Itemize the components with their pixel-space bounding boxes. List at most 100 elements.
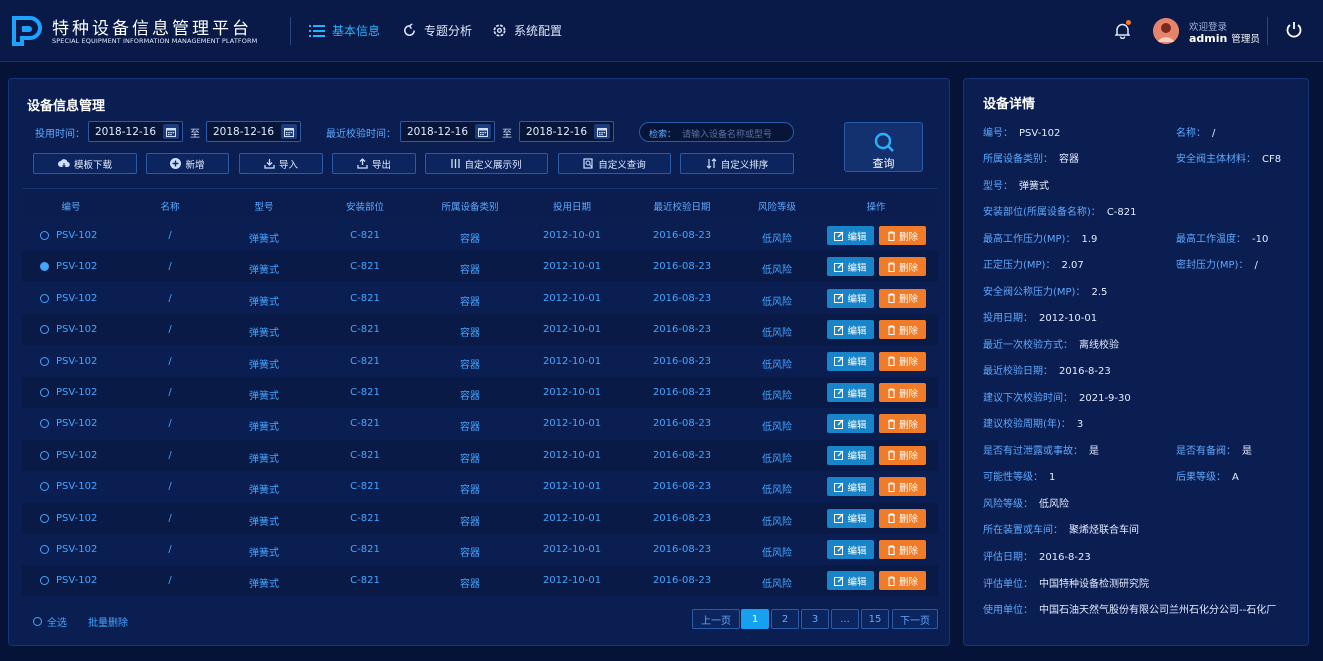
query-button[interactable]: 查询 xyxy=(844,122,923,172)
row-radio[interactable] xyxy=(40,231,49,240)
list-icon xyxy=(309,24,325,37)
export-button[interactable]: 导出 xyxy=(332,153,416,174)
row-radio[interactable] xyxy=(40,450,49,460)
cell-location: C-821 xyxy=(350,261,380,273)
table-row[interactable]: PSV-102 / 弹簧式 C-821 容器 2012-10-01 2016-08-23 低风… xyxy=(22,439,938,471)
check-time-from-field[interactable]: 2018-12-16 xyxy=(400,121,495,142)
delete-button[interactable]: 删除 xyxy=(879,445,926,465)
platform-title: 特种设备信息管理平台 xyxy=(52,19,252,39)
delete-button[interactable]: 删除 xyxy=(879,540,926,559)
batch-delete-link[interactable]: 批量删除 xyxy=(88,618,128,629)
edit-button[interactable]: 编辑 xyxy=(827,351,874,371)
next-page-button[interactable]: 下一页 xyxy=(892,609,938,629)
row-radio[interactable] xyxy=(40,325,49,335)
column-header: 安装部位 xyxy=(345,202,385,213)
prev-page-button[interactable]: 上一页 xyxy=(692,609,740,629)
table-row[interactable]: PSV-102 / 弹簧式 C-821 容器 2012-10-01 2016-08-23 低风… xyxy=(22,565,938,597)
table-row[interactable]: PSV-102 / 弹簧式 C-821 容器 2012-10-01 2016-08-23 低风… xyxy=(22,408,938,439)
delete-button[interactable]: 删除 xyxy=(879,508,926,528)
trash-icon xyxy=(887,576,895,586)
custom-query-button[interactable]: 自定义查询 xyxy=(558,153,671,174)
select-all[interactable]: 全选 xyxy=(33,614,67,629)
row-radio[interactable] xyxy=(40,388,49,397)
table-row[interactable]: PSV-102 / 弹簧式 C-821 容器 2012-10-01 2016-08-23 低风… xyxy=(22,314,938,346)
edit-button[interactable]: 编辑 xyxy=(827,508,874,528)
logout-button[interactable] xyxy=(1285,21,1303,43)
cell-risk: 低风险 xyxy=(762,234,792,245)
row-radio[interactable] xyxy=(40,545,49,554)
add-button[interactable]: 新增 xyxy=(146,153,229,174)
row-radio[interactable] xyxy=(40,262,49,272)
table-row[interactable]: PSV-102 / 弹簧式 C-821 容器 2012-10-01 2016-08-23 低风… xyxy=(22,534,938,565)
template-download-button[interactable]: 模板下载 xyxy=(33,153,137,174)
row-radio[interactable] xyxy=(40,419,49,429)
table-row[interactable]: PSV-102 / 弹簧式 C-821 容器 2012-10-01 2016-08-23 低风… xyxy=(22,377,938,408)
table-row[interactable]: PSV-102 / 弹簧式 C-821 容器 2012-10-01 2016-08-23 低风… xyxy=(22,346,938,377)
import-button[interactable]: 导入 xyxy=(239,153,323,174)
calendar-icon[interactable] xyxy=(281,124,297,139)
detail-backup: 是否有备阀： 是 xyxy=(1176,442,1252,457)
edit-label: 编辑 xyxy=(847,357,867,369)
avatar[interactable] xyxy=(1153,18,1179,44)
detail-label: 安全阀主体材料： xyxy=(1176,154,1256,165)
edit-button[interactable]: 编辑 xyxy=(827,383,874,402)
edit-button[interactable]: 编辑 xyxy=(827,571,874,591)
delete-button[interactable]: 删除 xyxy=(879,414,926,434)
detail-label: 最近校验日期： xyxy=(983,366,1053,377)
custom-sort-button[interactable]: 自定义排序 xyxy=(680,153,794,174)
delete-button[interactable]: 删除 xyxy=(879,257,926,277)
notification-button[interactable] xyxy=(1114,20,1131,43)
cell-code: PSV-102 xyxy=(56,575,98,587)
row-radio[interactable] xyxy=(40,513,49,523)
page-button[interactable]: 3 xyxy=(801,609,829,629)
edit-button[interactable]: 编辑 xyxy=(827,226,874,245)
nav-topic-analysis[interactable]: 专题分析 xyxy=(402,22,472,39)
delete-button[interactable]: 删除 xyxy=(879,226,926,245)
table-row[interactable]: PSV-102 / 弹簧式 C-821 容器 2012-10-01 2016-08-23 低风… xyxy=(22,220,938,251)
page-button[interactable]: 15 xyxy=(861,609,889,629)
edit-button[interactable]: 编辑 xyxy=(827,477,874,497)
detail-risk: 风险等级： 低风险 xyxy=(983,495,1069,510)
use-time-to-field[interactable]: 2018-12-16 xyxy=(206,121,301,142)
cell-location: C-821 xyxy=(350,575,380,587)
edit-button[interactable]: 编辑 xyxy=(827,320,874,340)
delete-label: 删除 xyxy=(898,388,918,400)
trash-icon xyxy=(887,387,895,398)
edit-button[interactable]: 编辑 xyxy=(827,257,874,277)
row-radio[interactable] xyxy=(40,576,49,586)
calendar-icon[interactable] xyxy=(163,124,179,139)
calendar-icon[interactable] xyxy=(594,124,610,139)
delete-button[interactable]: 删除 xyxy=(879,571,926,591)
page-button[interactable]: 1 xyxy=(741,609,769,629)
detail-eval-unit: 评估单位： 中国特种设备检测研究院 xyxy=(983,575,1149,590)
detail-label: 名称： xyxy=(1176,128,1206,139)
edit-button[interactable]: 编辑 xyxy=(827,288,874,308)
nav-system-config[interactable]: 系统配置 xyxy=(492,22,562,39)
use-time-from-field[interactable]: 2018-12-16 xyxy=(88,121,183,142)
delete-button[interactable]: 删除 xyxy=(879,383,926,402)
radio-icon[interactable] xyxy=(33,617,42,626)
platform-subtitle: SPECIAL EQUIPMENT INFORMATION MANAGEMENT… xyxy=(52,37,258,45)
nav-basic-info[interactable]: 基本信息 xyxy=(309,22,380,39)
detail-label: 是否有过泄露或事故： xyxy=(983,446,1083,457)
row-radio[interactable] xyxy=(40,482,49,492)
table-row[interactable]: PSV-102 / 弹簧式 C-821 容器 2012-10-01 2016-08-23 低风… xyxy=(22,471,938,502)
edit-button[interactable]: 编辑 xyxy=(827,445,874,465)
table-row[interactable]: PSV-102 / 弹簧式 C-821 容器 2012-10-01 2016-08-23 低风… xyxy=(22,251,938,283)
check-time-to-field[interactable]: 2018-12-16 xyxy=(519,121,614,142)
custom-columns-button[interactable]: 自定义展示列 xyxy=(425,153,548,174)
edit-button[interactable]: 编辑 xyxy=(827,540,874,559)
delete-button[interactable]: 删除 xyxy=(879,288,926,308)
delete-button[interactable]: 删除 xyxy=(879,477,926,497)
search-input[interactable]: 检索： 请输入设备名称或型号 xyxy=(639,122,794,142)
table-row[interactable]: PSV-102 / 弹簧式 C-821 容器 2012-10-01 2016-08-23 低风… xyxy=(22,283,938,314)
edit-button[interactable]: 编辑 xyxy=(827,414,874,434)
table-row[interactable]: PSV-102 / 弹簧式 C-821 容器 2012-10-01 2016-08-23 低风… xyxy=(22,502,938,534)
calendar-icon[interactable] xyxy=(475,124,491,139)
delete-button[interactable]: 删除 xyxy=(879,320,926,340)
row-radio[interactable] xyxy=(40,293,49,303)
page-button[interactable]: 2 xyxy=(771,609,799,629)
page-button[interactable]: ... xyxy=(831,609,859,629)
row-radio[interactable] xyxy=(40,356,49,366)
delete-button[interactable]: 删除 xyxy=(879,351,926,371)
